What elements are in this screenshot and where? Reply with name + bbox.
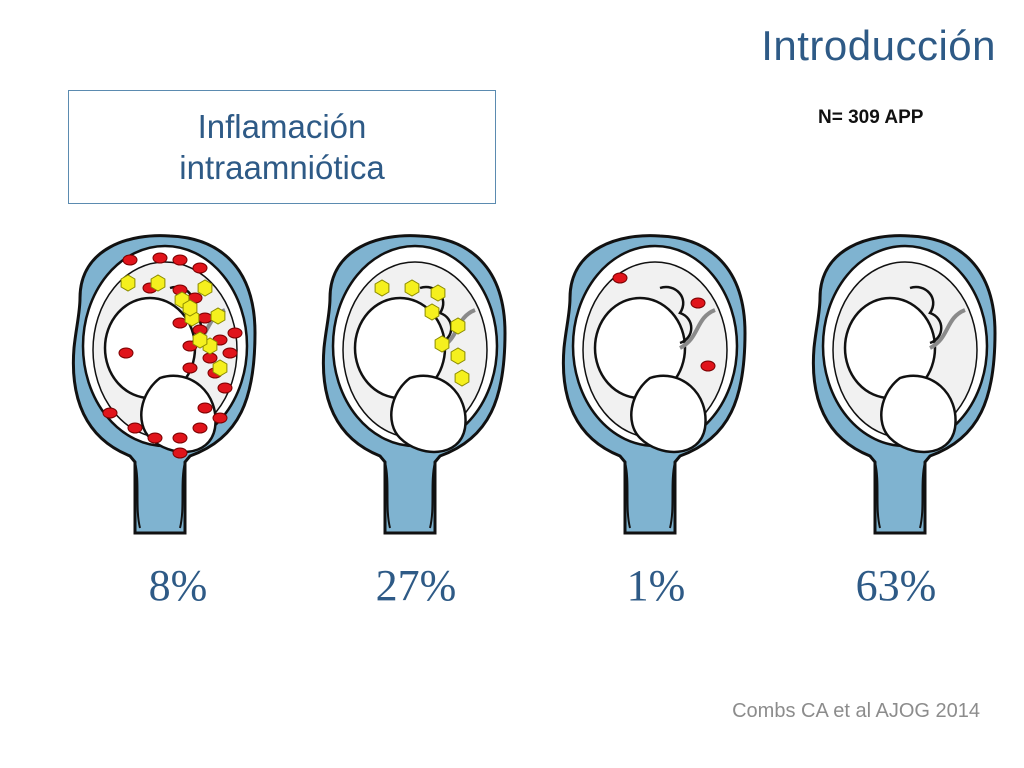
red-blood-cell-icon <box>212 412 228 424</box>
uterus-fetus-illustration-icon <box>561 234 747 535</box>
red-blood-cell-icon <box>172 447 188 459</box>
fetal-body <box>630 374 707 454</box>
yellow-hexagon-icon <box>120 274 136 292</box>
fetal-body <box>390 374 467 454</box>
percent-label-4: 63% <box>855 561 937 610</box>
yellow-hexagon-icon <box>430 284 446 302</box>
fetal-limbs <box>659 285 693 345</box>
slide-title: Introducción <box>761 22 996 69</box>
yellow-hexagon-icon <box>197 279 213 297</box>
percent-label-1: 8% <box>148 561 208 610</box>
uterus-figure-3 <box>530 228 770 568</box>
box-label-line1: Inflamación <box>197 107 367 145</box>
red-blood-cell-icon <box>197 312 213 324</box>
red-blood-cell-icon <box>700 360 716 372</box>
uterus-figure-1 <box>40 228 280 568</box>
yellow-hexagon-icon <box>192 331 208 349</box>
umbilical-cord <box>928 308 966 350</box>
red-blood-cell-icon <box>690 297 706 309</box>
yellow-hexagon-icon <box>210 307 226 325</box>
red-blood-cell-icon <box>197 402 213 414</box>
cervix <box>134 461 186 529</box>
percent-label-2: 27% <box>375 561 457 610</box>
sample-size: N= 309 APP <box>818 107 924 128</box>
red-blood-cell-icon <box>217 382 233 394</box>
yellow-hexagon-icon <box>424 303 440 321</box>
uterus-figure-2 <box>290 228 530 568</box>
red-blood-cell-icon <box>172 254 188 266</box>
box-label-line2: intraamniótica <box>179 149 385 186</box>
yellow-hexagon-icon <box>454 369 470 387</box>
percent-label-3: 1% <box>626 561 686 610</box>
red-blood-cell-icon <box>122 254 138 266</box>
cervix <box>874 461 926 529</box>
red-blood-cell-icon <box>127 422 143 434</box>
inflammation-box: Inflamación intraamniótica <box>68 90 496 204</box>
uterus-fetus-illustration-icon <box>811 234 997 535</box>
cervix <box>384 461 436 529</box>
red-blood-cell-icon <box>102 407 118 419</box>
red-blood-cell-icon <box>152 252 168 264</box>
uterus-fetus-illustration-icon <box>321 234 507 535</box>
fetal-body <box>880 374 957 454</box>
fetal-limbs <box>909 285 943 345</box>
red-blood-cell-icon <box>192 262 208 274</box>
yellow-hexagon-icon <box>182 299 198 317</box>
uterus-figure-4 <box>780 228 1020 568</box>
red-blood-cell-icon <box>118 347 134 359</box>
red-blood-cell-icon <box>222 347 238 359</box>
uterus-fetus-illustration-icon <box>71 234 257 535</box>
red-blood-cell-icon <box>227 327 243 339</box>
yellow-hexagon-icon <box>450 347 466 365</box>
yellow-hexagon-icon <box>374 279 390 297</box>
red-blood-cell-icon <box>172 432 188 444</box>
cervix <box>624 461 676 529</box>
yellow-hexagon-icon <box>434 335 450 353</box>
red-blood-cell-icon <box>192 422 208 434</box>
red-blood-cell-icon <box>147 432 163 444</box>
yellow-hexagon-icon <box>150 274 166 292</box>
citation: Combs CA et al AJOG 2014 <box>732 700 980 722</box>
red-blood-cell-icon <box>182 362 198 374</box>
umbilical-cord <box>678 308 716 350</box>
yellow-hexagon-icon <box>404 279 420 297</box>
red-blood-cell-icon <box>612 272 628 284</box>
yellow-hexagon-icon <box>450 317 466 335</box>
yellow-hexagon-icon <box>212 359 228 377</box>
